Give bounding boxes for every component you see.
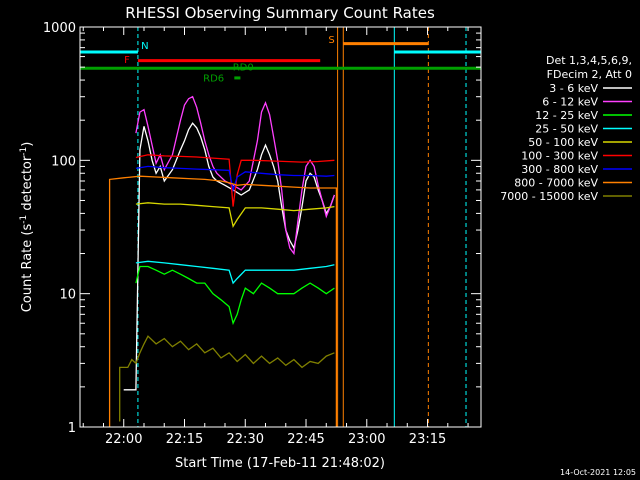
low-energy-start-block (124, 389, 138, 427)
legend-entry-12-25-kev: 12 - 25 keV (535, 109, 598, 122)
x-tick-label: 22:00 (105, 432, 142, 447)
series-7000-15000-kev (119, 335, 335, 422)
generated-timestamp: 14-Oct-2021 12:05 (560, 468, 636, 477)
x-tick-label: 22:30 (227, 432, 264, 447)
series-6-12-kev (135, 95, 336, 256)
chart-title: RHESSI Observing Summary Count Rates (125, 4, 435, 22)
y-axis: 1 10 100 1000 (43, 21, 481, 436)
flag-label-rd6: RD6 (203, 74, 224, 85)
plot-frame (79, 26, 482, 428)
flag-label-rd0: RD0 (233, 63, 254, 74)
legend-entry-300-800-kev: 300 - 800 keV (521, 163, 598, 176)
legend: Det 1,3,4,5,6,9, FDecim 2, Att 0 3 - 6 k… (500, 54, 632, 203)
flag-label-f: F (124, 55, 130, 66)
legend-entry-3-6-kev: 3 - 6 keV (549, 82, 598, 95)
series-50-100-kev (135, 202, 335, 229)
flag-label-n: N (141, 41, 148, 52)
y-tick-label: 100 (51, 154, 76, 169)
x-tick-label: 22:15 (166, 432, 203, 447)
series-12-25-kev (135, 265, 335, 326)
legend-header-detectors: Det 1,3,4,5,6,9, (546, 54, 632, 67)
y-tick-label: 1000 (43, 21, 76, 36)
legend-entry-50-100-kev: 50 - 100 keV (528, 136, 598, 149)
legend-entry-7000-15000-kev: 7000 - 15000 keV (500, 190, 598, 203)
flag-label-s: S (328, 35, 334, 46)
plot-area: NF S RD0 RD6 (79, 27, 481, 427)
x-tick-label: 23:15 (409, 432, 446, 447)
series-25-50-kev (135, 260, 335, 285)
legend-header-decimation: FDecim 2, Att 0 (547, 68, 632, 81)
series-300-800-kev (135, 165, 335, 193)
legend-entry-6-12-kev: 6 - 12 keV (542, 96, 598, 109)
legend-entry-800-7000-kev: 800 - 7000 keV (514, 177, 598, 190)
y-tick-label: 10 (59, 288, 76, 303)
x-tick-label: 23:00 (348, 432, 385, 447)
series-100-300-kev (135, 154, 335, 207)
series-800-7000-kev (108, 175, 338, 427)
y-axis-label: Count Rate (s-1 detector-1) (19, 142, 35, 313)
legend-entry-25-50-kev: 25 - 50 keV (535, 123, 598, 136)
legend-entry-100-300-kev: 100 - 300 keV (521, 150, 598, 163)
x-tick-label: 22:45 (287, 432, 324, 447)
x-axis-label: Start Time (17-Feb-11 21:48:02) (175, 456, 385, 471)
y-tick-label: 1 (68, 421, 76, 436)
x-axis: 22:00 22:15 22:30 22:45 23:00 23:15 (82, 27, 469, 447)
